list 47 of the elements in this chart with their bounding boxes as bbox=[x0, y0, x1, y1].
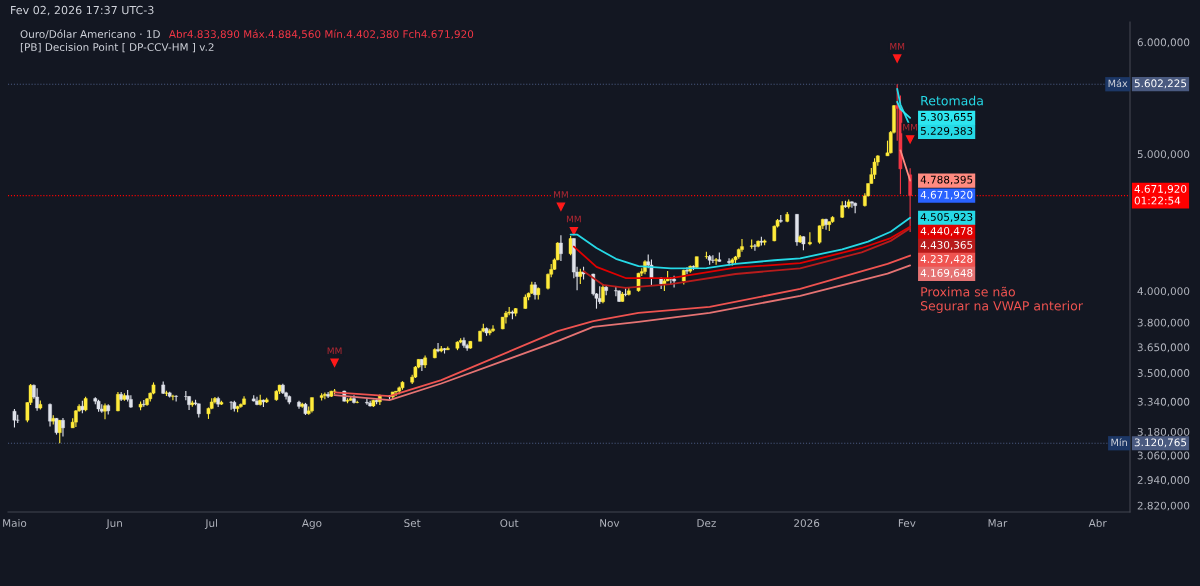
annotation: Mín bbox=[1111, 438, 1127, 446]
text: Fev 02, 2026 17:37 UTC-3 bbox=[11, 5, 154, 16]
y-tick-label: 6.000,000 bbox=[1137, 38, 1190, 48]
x-tick-label: Dez bbox=[697, 519, 716, 528]
data-label: 4.237,428 bbox=[920, 254, 973, 264]
data-label: 4.505,923 bbox=[920, 212, 973, 222]
y-tick-label: 2.940,000 bbox=[1137, 476, 1190, 486]
y-tick-label: 5.000,000 bbox=[1137, 150, 1190, 160]
y-tick-label: 4.000,000 bbox=[1137, 287, 1190, 297]
annotation: MM bbox=[327, 347, 342, 354]
ref-line-label: 5.602,225 bbox=[1134, 79, 1187, 89]
x-tick-label: Nov bbox=[600, 519, 620, 528]
text: Ouro/Dólar Americano · 1D bbox=[20, 29, 160, 39]
y-tick-label: 3.180,000 bbox=[1137, 427, 1190, 437]
data-label: 4.788,395 bbox=[920, 175, 973, 185]
ref-line-label: 4.671,920 01:22:54 bbox=[1134, 184, 1187, 205]
x-tick-label: Maio bbox=[3, 518, 27, 528]
annotation: MM bbox=[554, 191, 568, 198]
annotation: Abr4.833,890 Máx.4.884,560 Mín.4.402,380 Fch4.671,920 bbox=[168, 29, 474, 40]
data-label: 4.430,365 bbox=[920, 240, 973, 250]
x-tick-label: Mar bbox=[988, 519, 1008, 528]
x-tick-label: Jul bbox=[204, 518, 218, 529]
y-tick-label: 3.060,000 bbox=[1137, 451, 1190, 461]
ref-line-label: 3.120,765 bbox=[1134, 438, 1187, 448]
x-tick-label: 2026 bbox=[794, 519, 820, 528]
data-label: 4.440,478 bbox=[920, 226, 973, 236]
text: 4.671,920 bbox=[920, 190, 973, 200]
text: Proxima se não Segurar na VWAP anterior bbox=[920, 286, 1083, 313]
x-tick-label: Jun bbox=[106, 519, 122, 529]
series-label: Retomada bbox=[921, 95, 983, 106]
annotation: Máx bbox=[1108, 79, 1128, 88]
y-tick-label: 3.800,000 bbox=[1137, 318, 1190, 328]
y-tick-label: 3.340,000 bbox=[1137, 397, 1190, 407]
text: [PB] Decision Point [ DP-CCV-HM ] v.2 bbox=[20, 42, 214, 53]
y-tick-label: 2.820,000 bbox=[1137, 501, 1190, 511]
x-tick-label: Abr bbox=[1088, 518, 1107, 528]
x-tick-label: Out bbox=[500, 519, 519, 528]
data-label: 5.229,383 bbox=[920, 126, 973, 136]
x-tick-label: Fev bbox=[898, 519, 916, 528]
x-tick-label: Set bbox=[404, 519, 421, 528]
annotation: MM bbox=[890, 43, 905, 50]
data-label: 4.169,648 bbox=[920, 268, 973, 278]
annotation: MM bbox=[566, 215, 581, 223]
x-tick-label: Ago bbox=[301, 519, 322, 530]
y-tick-label: 3.650,000 bbox=[1137, 343, 1190, 353]
data-label: 5.303,655 bbox=[920, 112, 973, 122]
y-tick-label: 3.500,000 bbox=[1137, 369, 1190, 379]
